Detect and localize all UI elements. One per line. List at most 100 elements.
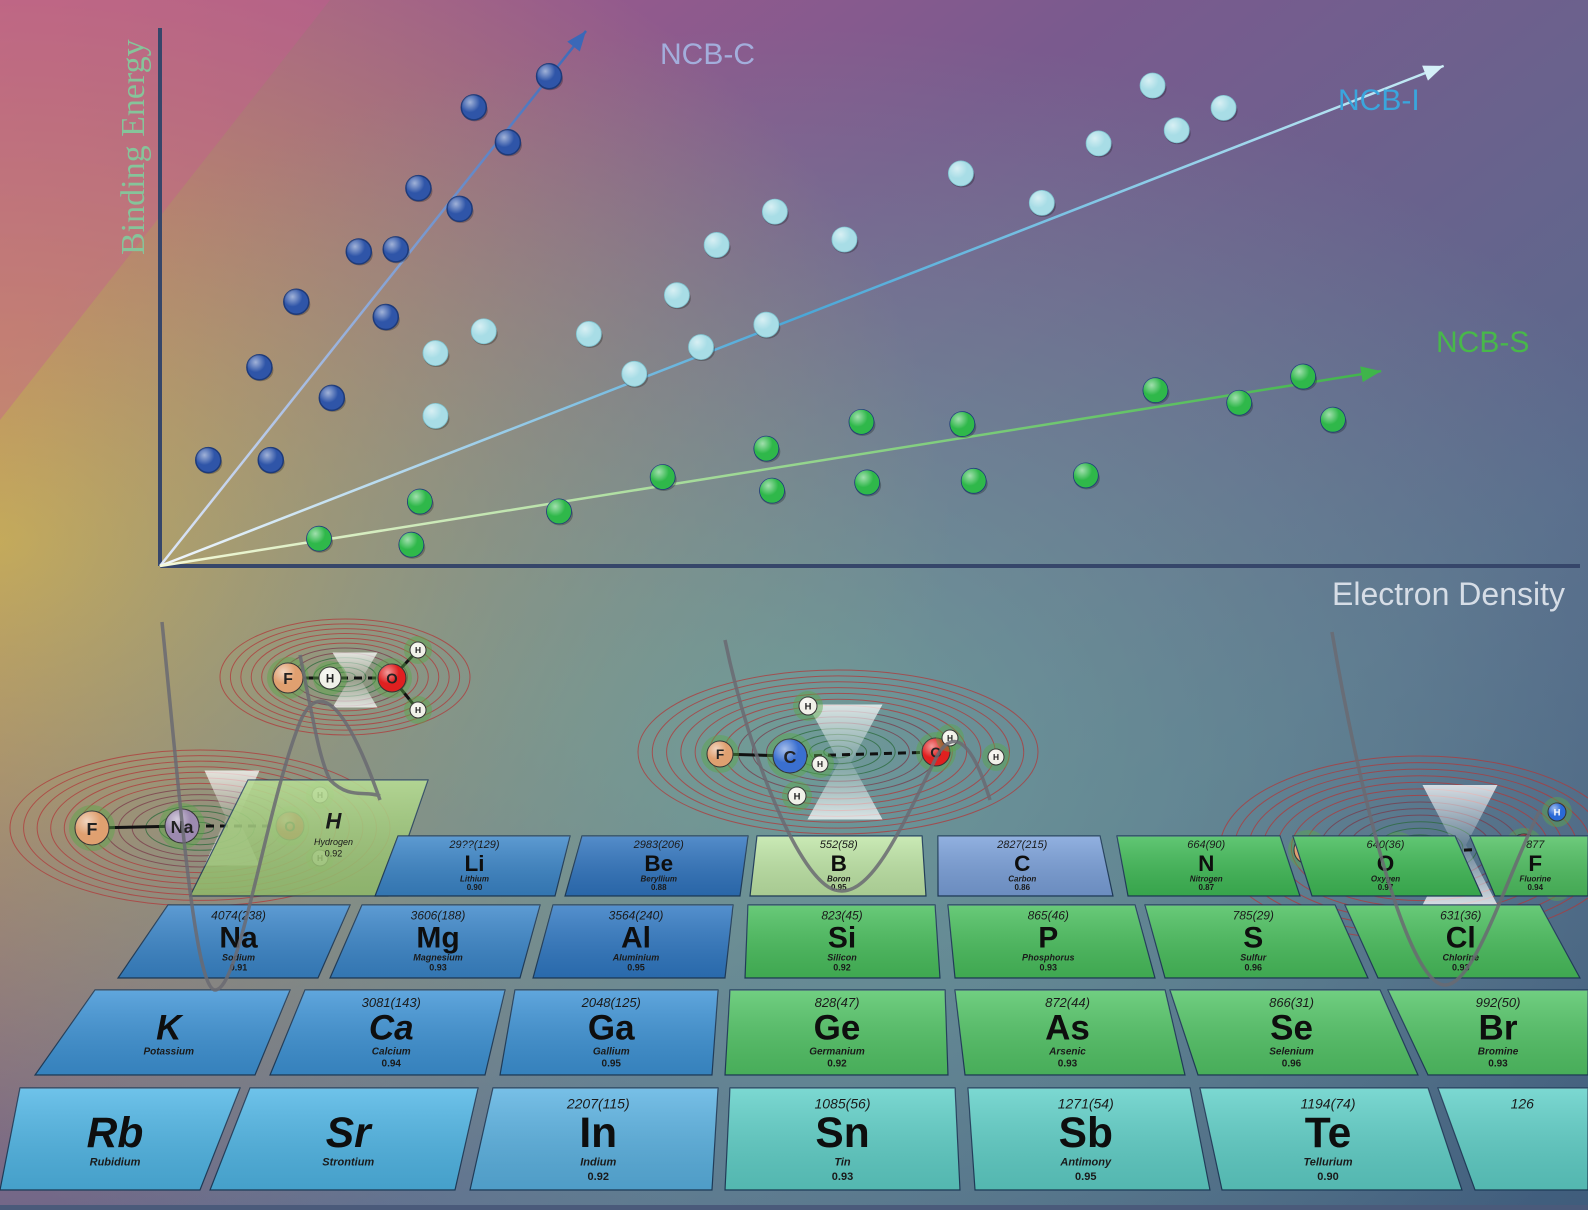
data-point-ncb-c (372, 303, 400, 332)
data-point-ncb-i (663, 282, 691, 310)
trend-line-ncb-i (159, 64, 1445, 568)
element-score: 0.96 (1244, 963, 1262, 973)
data-point-ncb-s (1226, 389, 1254, 417)
element-symbol: Al (621, 921, 651, 954)
element-name: Phosphorus (1022, 952, 1075, 962)
bond-region-fc-o (807, 704, 883, 820)
data-point-ncb-i (422, 402, 450, 430)
element-score: 0.93 (1039, 963, 1057, 973)
element-name: Calcium (372, 1047, 411, 1058)
element-value: 992(50) (1476, 995, 1521, 1010)
element-score: 0.95 (831, 883, 847, 892)
element-value: 828(47) (815, 995, 860, 1010)
svg-text:H: H (947, 733, 953, 743)
data-point-ncb-s (753, 435, 781, 463)
element-name: Beryllium (641, 875, 677, 884)
element-score: 0.91 (230, 963, 248, 973)
axes: Binding Energy Electron Density (115, 28, 1580, 612)
element-name: Bromine (1478, 1047, 1519, 1058)
element-value: 872(44) (1045, 995, 1090, 1010)
atom-f: F (701, 735, 739, 773)
svg-text:H: H (794, 792, 801, 803)
svg-text:H: H (415, 645, 421, 655)
data-point-ncb-i (753, 311, 781, 339)
element-name: Oxygen (1371, 875, 1400, 884)
atom-h: H (313, 661, 347, 695)
element-value: 823(45) (821, 909, 862, 923)
element-score: 0.95 (1075, 1171, 1096, 1183)
element-symbol: As (1045, 1008, 1090, 1047)
element-name: Sulfur (1240, 952, 1266, 962)
svg-text:F: F (283, 671, 293, 688)
element-name: Aluminium (612, 952, 660, 962)
atom-o: O (916, 732, 956, 772)
element-name: Boron (827, 875, 851, 884)
element-value: 1085(56) (814, 1095, 870, 1111)
element-score: 0.88 (651, 883, 667, 892)
element-value: 3564(240) (609, 909, 664, 923)
element-score: 0.90 (1317, 1171, 1338, 1183)
background-pink-wedge (0, 0, 330, 420)
element-score: 0.95 (602, 1059, 622, 1070)
element-symbol: N (1198, 851, 1214, 876)
data-point-ncb-c (446, 195, 474, 223)
element-score: 0.93 (1488, 1059, 1508, 1070)
element-symbol: S (1243, 921, 1263, 954)
element-symbol: Ca (369, 1008, 414, 1047)
element-name: Tellurium (1303, 1157, 1352, 1169)
element-value: 1194(74) (1300, 1095, 1355, 1111)
data-point-ncb-i (1210, 95, 1238, 122)
element-score: 0.97 (1378, 883, 1394, 892)
element-value: 2048(125) (581, 995, 641, 1010)
trend-line-ncb-s (159, 369, 1382, 568)
element-name: Potassium (143, 1047, 194, 1058)
element-score: 0.96 (1282, 1059, 1302, 1070)
element-symbol: Br (1479, 1008, 1518, 1047)
svg-text:H: H (817, 759, 823, 769)
element-symbol: Li (465, 851, 485, 876)
element-value: 664(90) (1187, 839, 1225, 851)
svg-text:F: F (87, 819, 98, 839)
data-point-ncb-c (246, 354, 274, 382)
data-point-ncb-s (1320, 406, 1347, 434)
data-point-ncb-s (398, 531, 426, 559)
data-point-ncb-c (382, 236, 410, 264)
data-point-ncb-i (688, 334, 716, 362)
element-name: Chlorine (1442, 952, 1479, 962)
data-point-ncb-i (947, 160, 975, 188)
atom-h: H (404, 636, 432, 664)
element-name: Arsenic (1048, 1047, 1086, 1058)
element-value: 3081(143) (362, 995, 421, 1010)
element-value: 126 (1511, 1095, 1535, 1111)
atom-h: H (1542, 797, 1572, 827)
element-symbol: Se (1270, 1008, 1313, 1047)
element-value: 1271(54) (1058, 1095, 1114, 1111)
element-name: Tin (834, 1157, 851, 1169)
element-value: 2207(115) (566, 1095, 630, 1111)
data-point-ncb-i (575, 321, 603, 348)
element-value: 3606(188) (411, 909, 466, 923)
atom-h: H (982, 743, 1010, 771)
svg-text:H: H (805, 702, 812, 713)
element-score: 0.92 (833, 963, 851, 973)
series-labels: NCB-C NCB-I NCB-S (660, 38, 1529, 359)
data-point-ncb-s (848, 408, 876, 436)
data-point-ncb-c (535, 62, 564, 91)
data-point-ncb-i (470, 318, 498, 346)
element-score: 0.94 (382, 1059, 402, 1070)
